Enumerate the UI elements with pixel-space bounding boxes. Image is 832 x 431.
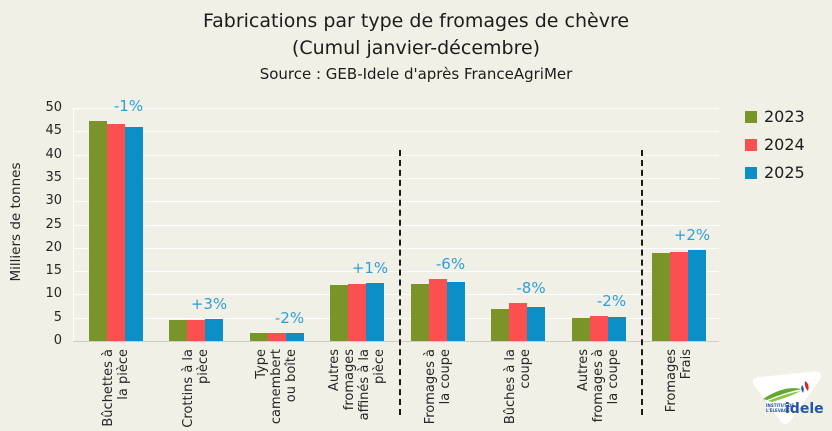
gridline-20 — [73, 247, 719, 249]
bar-2025-cat2 — [285, 332, 304, 341]
bar-2024-cat1 — [187, 319, 205, 341]
logo-institute-line1: INSTITUT DE — [766, 403, 794, 408]
y-tick-label-45: 45 — [45, 123, 62, 139]
bar-2024-cat4 — [428, 278, 447, 341]
logo-green-swoosh-2 — [768, 391, 801, 402]
x-category-label-0: Bûchettes à la pièce — [100, 349, 131, 427]
legend-swatch-2025 — [745, 167, 757, 179]
chart-subtitle: (Cumul janvier-décembre) — [291, 37, 541, 59]
bar-2023-cat7 — [652, 253, 670, 341]
logo-institute-line2: L'ÉLEVAGE — [766, 408, 790, 413]
y-tick-label-30: 30 — [45, 193, 62, 209]
gridline-5 — [73, 317, 719, 319]
bar-2024-cat2 — [267, 332, 286, 341]
bar-2025-cat3 — [366, 283, 384, 341]
delta-annotation-cat2: -2% — [274, 308, 305, 327]
legend-swatch-2023 — [745, 111, 757, 123]
bar-2023-cat4 — [410, 284, 429, 341]
bar-2025-cat7 — [688, 250, 706, 341]
legend-item-2025: 2025 — [745, 165, 805, 181]
gridline-35 — [73, 177, 719, 179]
bar-2023-cat5 — [491, 308, 509, 341]
x-category-label-5: Bûches à la coupe — [503, 349, 533, 425]
logo-green-swoosh — [763, 388, 802, 400]
legend-label-2024: 2024 — [764, 135, 805, 154]
delta-annotation-cat3: +1% — [351, 259, 389, 278]
gridline-25 — [73, 224, 719, 226]
legend-label-2025: 2025 — [764, 163, 805, 182]
bar-2023-cat6 — [571, 318, 590, 341]
delta-annotation-cat0: -1% — [113, 97, 144, 116]
y-tick-label-40: 40 — [45, 146, 62, 162]
bar-2024-cat7 — [670, 251, 688, 341]
dashed-separator-0 — [399, 150, 402, 415]
delta-annotation-cat7: +2% — [673, 226, 711, 245]
y-tick-label-10: 10 — [45, 286, 62, 302]
idele-logo: INSTITUT DE L'ÉLEVAGE idele — [752, 371, 824, 424]
y-tick-label-20: 20 — [45, 239, 62, 255]
chart-title: Fabrications par type de fromages de chè… — [202, 10, 630, 32]
bar-2024-cat3 — [348, 283, 366, 341]
legend-swatch-2024 — [745, 139, 757, 151]
bar-2025-cat6 — [607, 316, 626, 341]
bar-2025-cat1 — [205, 319, 223, 341]
x-category-label-3: Autres fromages affinés à la pièce — [327, 349, 387, 421]
bar-2025-cat4 — [446, 282, 465, 341]
bar-2023-cat1 — [169, 319, 187, 341]
legend-item-2023: 2023 — [745, 109, 805, 125]
logo-brand: idele — [785, 401, 824, 417]
y-tick-label-35: 35 — [45, 169, 62, 185]
logo-shape — [752, 371, 821, 424]
delta-annotation-cat6: -2% — [596, 292, 627, 311]
x-category-label-4: Fromages à la coupe — [422, 349, 453, 425]
gridline-10 — [73, 294, 719, 296]
legend-item-2024: 2024 — [745, 137, 805, 153]
bar-2024-cat0 — [106, 124, 125, 341]
y-axis-line — [73, 108, 74, 341]
bar-2024-cat5 — [509, 303, 527, 341]
gridline-30 — [73, 201, 719, 203]
y-tick-label-5: 5 — [53, 309, 62, 325]
legend-label-2023: 2023 — [764, 107, 805, 126]
x-category-label-6: Autres fromages à la coupe — [576, 349, 621, 423]
x-category-label-2: Type camembert ou boîte — [254, 349, 299, 425]
bar-2023-cat0 — [88, 121, 107, 341]
logo-blue-flame — [801, 385, 804, 393]
y-tick-label-0: 0 — [53, 333, 62, 348]
dashed-separator-1 — [640, 150, 643, 415]
chart-header: Fabrications par type de fromages de chè… — [0, 8, 832, 83]
bar-2023-cat2 — [249, 332, 268, 341]
logo-red-flame — [804, 381, 809, 391]
gridline-15 — [73, 271, 719, 273]
x-category-label-1: Crottins à la pièce — [181, 349, 211, 428]
y-axis-label: Milliers de tonnes — [8, 162, 24, 282]
gridline-50 — [73, 108, 719, 109]
bar-2024-cat6 — [589, 316, 608, 341]
bar-2025-cat5 — [527, 306, 545, 341]
bar-2025-cat0 — [124, 126, 143, 341]
chart-source: Source : GEB-Idele d'après FranceAgriMer — [259, 65, 573, 83]
y-tick-label-25: 25 — [45, 216, 62, 232]
y-tick-label-50: 50 — [45, 100, 62, 115]
gridline-45 — [73, 131, 719, 133]
delta-annotation-cat1: +3% — [190, 295, 228, 314]
bar-2023-cat3 — [330, 285, 348, 341]
x-axis-line — [73, 341, 719, 342]
delta-annotation-cat4: -6% — [435, 254, 466, 273]
gridline-40 — [73, 154, 719, 156]
delta-annotation-cat5: -8% — [516, 279, 546, 298]
y-tick-label-15: 15 — [45, 263, 62, 279]
x-category-label-7: Fromages Frais — [664, 349, 694, 413]
